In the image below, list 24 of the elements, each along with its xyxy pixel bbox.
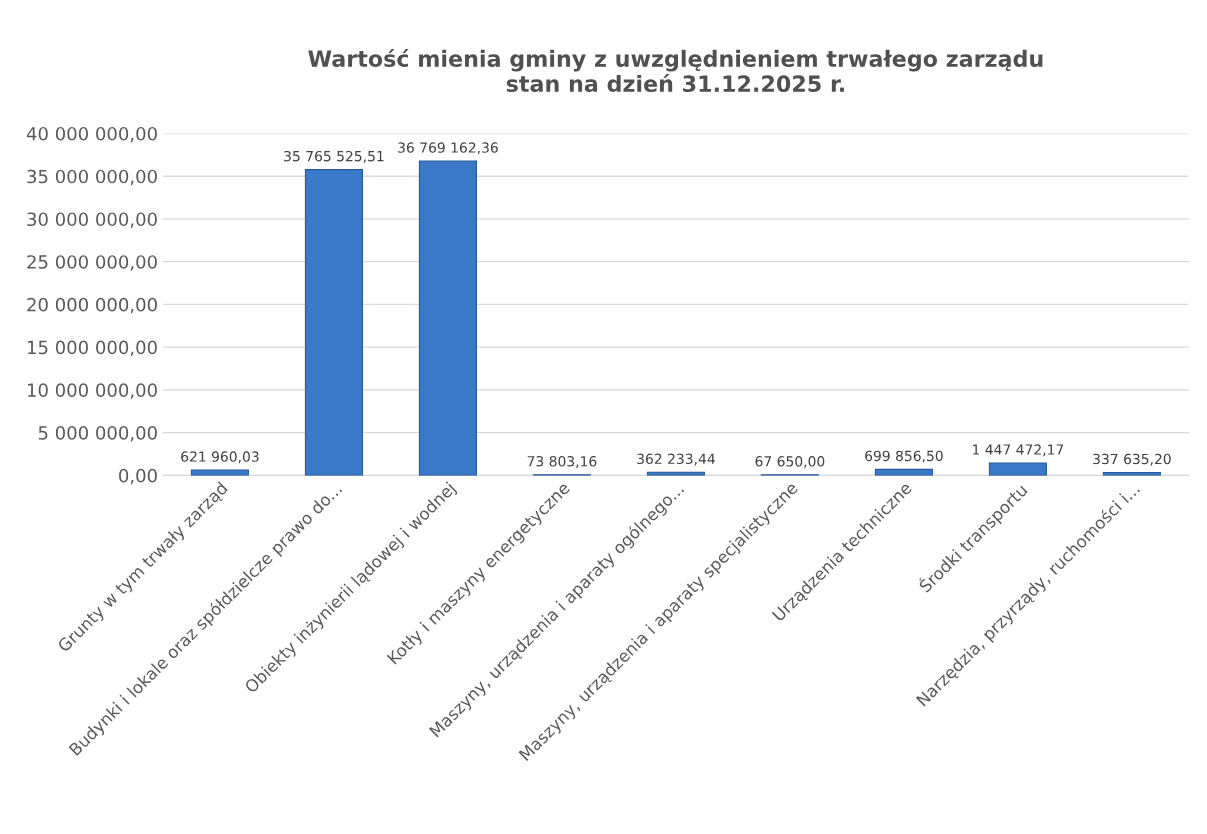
y-tick-label: 5 000 000,00 — [38, 426, 157, 442]
bar — [304, 169, 363, 476]
data-label: 621 960,03 — [181, 451, 259, 464]
data-label: 337 635,20 — [1093, 453, 1171, 466]
y-tick-label: 0,00 — [119, 468, 157, 485]
data-label: 35 765 525,51 — [284, 150, 384, 163]
y-tick-label: 35 000 000,00 — [27, 169, 157, 186]
y-tick-label: 25 000 000,00 — [27, 255, 157, 271]
bar — [988, 462, 1047, 476]
data-label: 67 650,00 — [755, 456, 825, 468]
y-tick-label: 15 000 000,00 — [27, 340, 157, 357]
data-label: 36 769 162,36 — [398, 142, 498, 155]
data-label: 699 856,50 — [865, 450, 943, 463]
data-label: 73 803,16 — [527, 456, 597, 468]
y-tick-label: 10 000 000,00 — [27, 383, 157, 399]
bar — [190, 469, 249, 476]
y-tick-label: 40 000 000,00 — [26, 126, 157, 143]
bar — [874, 468, 933, 476]
data-label: 362 233,44 — [637, 453, 715, 466]
y-tick-label: 30 000 000,00 — [27, 212, 157, 228]
y-tick-label: 20 000 000,00 — [27, 297, 157, 314]
data-label: 1 447 472,17 — [973, 444, 1064, 457]
chart-title: Wartość mienia gminy z uwzględnieniem trwałego zarządu stan na dzień 31.12.2025 r. — [308, 48, 1043, 93]
bar — [418, 160, 477, 476]
